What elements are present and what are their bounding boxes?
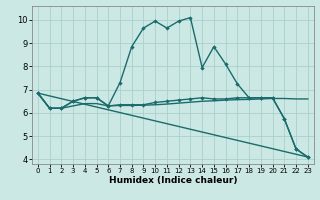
X-axis label: Humidex (Indice chaleur): Humidex (Indice chaleur) [108, 176, 237, 185]
